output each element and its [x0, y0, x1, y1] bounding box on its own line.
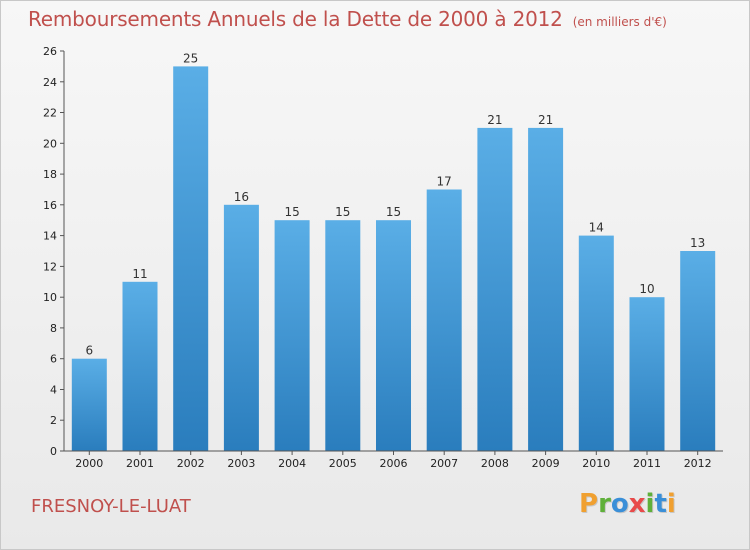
- brand-letter: P: [579, 489, 599, 519]
- bar-value-label: 25: [183, 51, 198, 65]
- bar: [173, 66, 209, 452]
- y-tick-label: 18: [43, 168, 57, 181]
- bar: [71, 358, 107, 451]
- y-tick-label: 20: [43, 137, 57, 150]
- y-tick-label: 16: [43, 199, 57, 212]
- bar-value-label: 16: [234, 190, 249, 204]
- y-tick-label: 6: [50, 353, 57, 366]
- bar: [325, 220, 361, 451]
- y-tick-label: 24: [43, 76, 57, 89]
- brand-letter: r: [598, 489, 611, 519]
- chart-title-text: Remboursements Annuels de la Dette de 20…: [28, 7, 563, 31]
- x-tick-label: 2008: [481, 457, 509, 470]
- y-tick-label: 12: [43, 260, 57, 273]
- bar: [223, 204, 259, 451]
- bars-group: 6 11 25 16 15 15 15 17 21 21 14 10 13: [71, 51, 716, 452]
- y-tick-label: 8: [50, 322, 57, 335]
- bar-value-label: 17: [437, 175, 452, 189]
- bar-value-label: 21: [487, 113, 502, 127]
- bar: [477, 127, 513, 452]
- chart-unit: (en milliers d'€): [572, 15, 667, 29]
- bar-value-label: 14: [589, 221, 604, 235]
- y-tick-label: 14: [43, 230, 57, 243]
- x-tick-label: 2011: [633, 457, 661, 470]
- bar: [528, 127, 564, 452]
- x-tick-label: 2001: [126, 457, 154, 470]
- brand-letter: i: [645, 489, 655, 519]
- bar-value-label: 15: [386, 205, 401, 219]
- bar: [680, 251, 716, 451]
- x-tick-label: 2006: [380, 457, 408, 470]
- commune-name: FRESNOY-LE-LUAT: [31, 496, 191, 517]
- y-tick-label: 4: [50, 384, 57, 397]
- x-tick-label: 2000: [75, 457, 103, 470]
- bar-value-label: 10: [639, 282, 654, 296]
- bar-value-label: 11: [132, 267, 147, 281]
- bar-value-label: 15: [284, 205, 299, 219]
- x-tick-label: 2005: [329, 457, 357, 470]
- bar: [578, 235, 614, 451]
- bar: [122, 281, 158, 451]
- bar-value-label: 15: [335, 205, 350, 219]
- bar-value-label: 6: [85, 344, 93, 358]
- y-tick-label: 26: [43, 45, 57, 58]
- bar: [376, 220, 411, 451]
- y-tick-label: 2: [50, 414, 57, 427]
- axes-group: 2000 2001 2002 2003 2004 2005 2006 2007 2008 2009…: [43, 45, 723, 470]
- y-tick-label: 22: [43, 107, 57, 120]
- bar: [274, 220, 310, 451]
- bar-value-label: 21: [538, 113, 553, 127]
- x-tick-label: 2002: [177, 457, 205, 470]
- bar-value-label: 13: [690, 236, 705, 250]
- y-tick-label: 10: [43, 291, 57, 304]
- brand-logo: Proxiti: [579, 489, 676, 519]
- chart-title: Remboursements Annuels de la Dette de 20…: [28, 7, 667, 31]
- bar: [426, 189, 462, 451]
- brand-letter: i: [666, 489, 676, 519]
- x-tick-label: 2007: [430, 457, 458, 470]
- y-tick-label: 0: [50, 445, 57, 458]
- bar: [629, 297, 665, 451]
- x-tick-label: 2012: [684, 457, 712, 470]
- x-tick-label: 2003: [227, 457, 255, 470]
- brand-letter: o: [610, 489, 629, 519]
- x-tick-label: 2009: [532, 457, 560, 470]
- brand-letter: x: [628, 489, 646, 519]
- x-tick-label: 2004: [278, 457, 306, 470]
- x-tick-label: 2010: [582, 457, 610, 470]
- brand-letter: t: [654, 489, 667, 519]
